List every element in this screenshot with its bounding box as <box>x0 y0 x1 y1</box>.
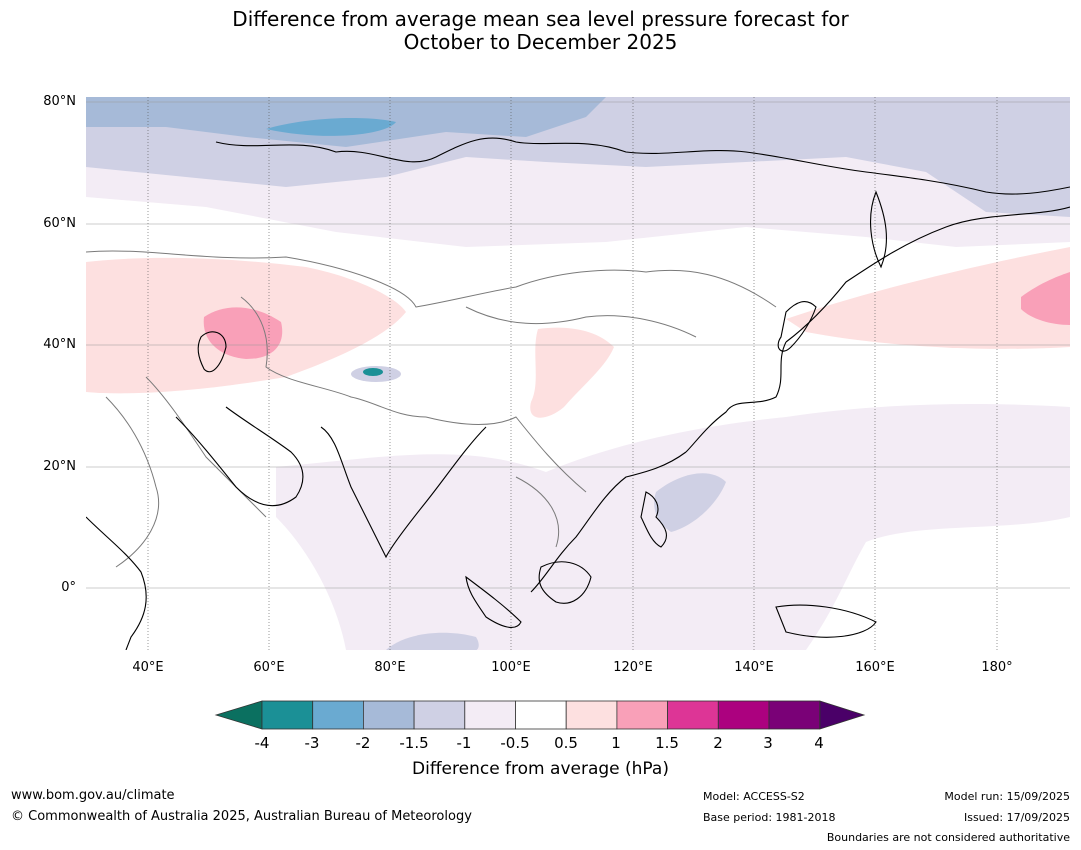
colorbar-tick-10: 2 <box>713 734 723 752</box>
lon-label-120e: 120°E <box>613 660 653 675</box>
title-line-1: Difference from average mean sea level p… <box>232 7 849 31</box>
colorbar-box-1 <box>261 700 314 730</box>
lat-label-equator: 0° <box>61 580 76 595</box>
colorbar-box-9 <box>667 700 719 730</box>
anomaly-fields <box>86 97 1070 650</box>
colorbar-box-8 <box>616 700 669 730</box>
colorbar-box-6 <box>515 700 567 730</box>
lon-label-40e: 40°E <box>132 660 164 675</box>
colorbar-tick-12: 4 <box>814 734 824 752</box>
anomaly-tibet-core <box>363 368 383 376</box>
colorbar-box-4 <box>413 700 466 730</box>
colorbar-label: Difference from average (hPa) <box>412 759 669 779</box>
lon-label-160e: 160°E <box>855 660 895 675</box>
lat-label-40n: 40°N <box>43 337 76 352</box>
anomaly-pink-pacific <box>786 247 1070 349</box>
colorbar-tick-4: -1.5 <box>399 734 429 752</box>
colorbar-box-5 <box>464 700 516 730</box>
base-period: Base period: 1981-2018 <box>703 811 836 824</box>
colorbar-tick-8: 1 <box>611 734 621 752</box>
model-name: Model: ACCESS-S2 <box>703 790 805 803</box>
colorbar-tick-3: -2 <box>355 734 371 752</box>
colorbar-boxes <box>261 700 821 730</box>
lat-label-20n: 20°N <box>43 459 76 474</box>
colorbar-box-11 <box>768 700 821 730</box>
anomaly-rose-pacific <box>1021 272 1070 325</box>
model-run-date: Model run: 15/09/2025 <box>944 790 1070 803</box>
colorbar-tick-11: 3 <box>763 734 773 752</box>
website-link[interactable]: www.bom.gov.au/climate <box>11 788 175 803</box>
colorbar-under-arrow <box>214 700 263 730</box>
anomaly-teal-north <box>266 117 396 136</box>
colorbar-tick-5: -1 <box>456 734 472 752</box>
lon-label-180: 180° <box>981 660 1013 675</box>
issued-date: Issued: 17/09/2025 <box>963 811 1070 824</box>
title-line-2: October to December 2025 <box>403 30 678 54</box>
colorbar-tick-2: -3 <box>304 734 320 752</box>
map-svg <box>86 97 1070 650</box>
lon-label-80e: 80°E <box>374 660 406 675</box>
lat-label-60n: 60°N <box>43 216 76 231</box>
colorbar-tick-7: 0.5 <box>554 734 578 752</box>
colorbar <box>214 700 866 730</box>
colorbar-over-arrow <box>819 700 866 730</box>
meridians <box>147 97 998 650</box>
lon-label-60e: 60°E <box>253 660 285 675</box>
lon-label-100e: 100°E <box>491 660 531 675</box>
colorbar-box-2 <box>312 700 364 730</box>
lat-label-80n: 80°N <box>43 94 76 109</box>
colorbar-tick-9: 1.5 <box>655 734 679 752</box>
copyright-text: © Commonwealth of Australia 2025, Austra… <box>11 809 472 824</box>
colorbar-tick-1: -4 <box>254 734 270 752</box>
map-title: Difference from average mean sea level p… <box>0 8 1081 54</box>
anomaly-lavender-philippines <box>654 473 726 532</box>
lon-label-140e: 140°E <box>734 660 774 675</box>
coastlines <box>86 137 1070 650</box>
country-boundaries <box>86 250 777 568</box>
pressure-anomaly-map <box>86 97 1070 650</box>
anomaly-pink-china <box>530 327 614 418</box>
colorbar-box-7 <box>565 700 618 730</box>
graticule <box>86 101 1070 589</box>
colorbar-box-3 <box>362 700 415 730</box>
colorbar-box-10 <box>717 700 770 730</box>
anomaly-lavender-south <box>386 632 479 650</box>
boundaries-disclaimer: Boundaries are not considered authoritat… <box>826 831 1070 844</box>
colorbar-tick-6: -0.5 <box>500 734 530 752</box>
anomaly-rose-central-asia <box>203 307 283 359</box>
